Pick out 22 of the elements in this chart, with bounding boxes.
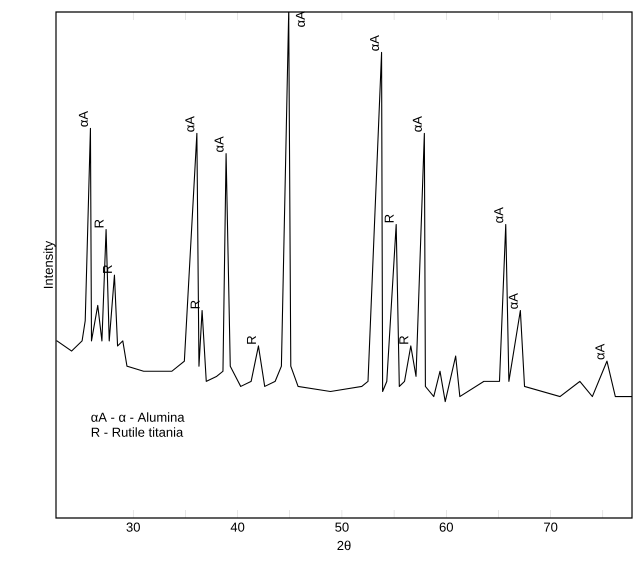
annotation: αA (412, 116, 422, 132)
x-axis-title: 2θ (337, 540, 351, 550)
x-tick-label: 50 (335, 522, 349, 532)
x-tick-label: 40 (230, 522, 244, 532)
annotation: R (384, 214, 394, 222)
annotation: R (94, 220, 104, 228)
y-axis-title: Intensity (43, 240, 56, 288)
annotation: αA (78, 111, 88, 127)
annotation: αA (185, 116, 194, 132)
annotation: αA (494, 207, 504, 223)
x-tick-label: 70 (544, 522, 558, 532)
x-tick-label: 30 (126, 522, 140, 532)
annotation: αA (296, 11, 305, 27)
annotation: R (399, 336, 408, 344)
annotation: αA (508, 293, 518, 309)
x-tick-label: 60 (440, 522, 453, 532)
annotation: αA (370, 35, 380, 51)
annotation: R (246, 336, 256, 344)
annotation: αA (595, 344, 604, 360)
annotation: αA - α - Alumina (91, 412, 185, 422)
annotation: R - Rutile titania (92, 427, 184, 437)
annotation: αA (214, 136, 224, 152)
